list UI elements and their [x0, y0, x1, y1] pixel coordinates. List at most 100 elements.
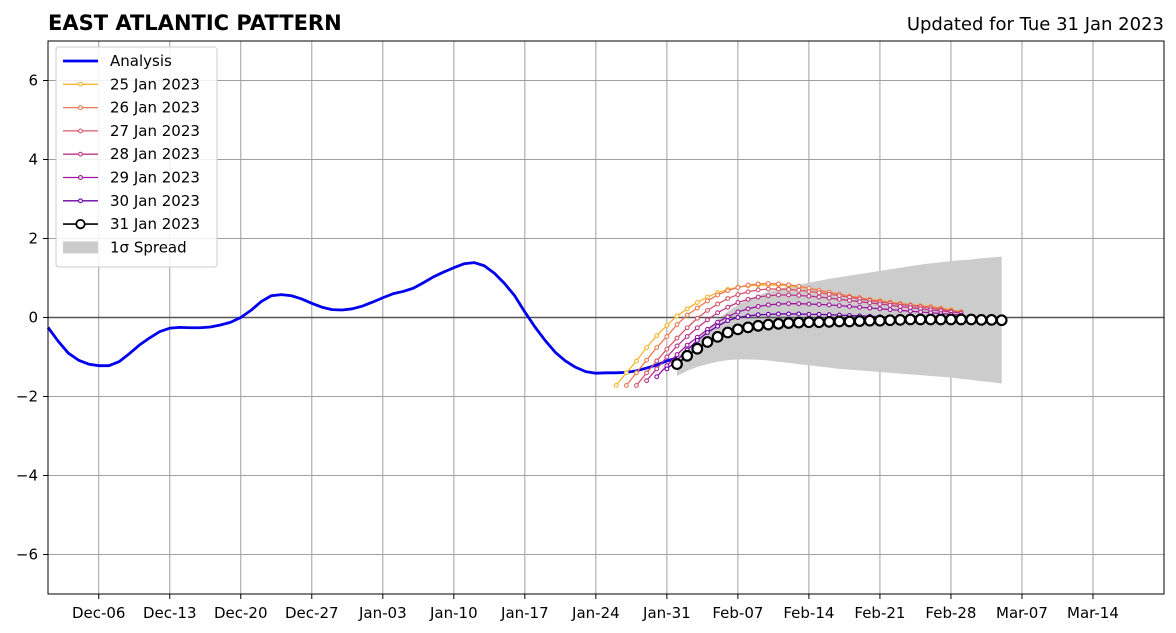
x-tick-label: Jan-24 [571, 604, 620, 622]
forecast-point [684, 325, 690, 331]
forecast-point [897, 303, 903, 309]
forecast-point [725, 304, 731, 310]
forecast-point [857, 304, 863, 310]
forecast-point [644, 370, 650, 376]
y-tick-label: 2 [28, 230, 38, 248]
legend-box [55, 46, 218, 268]
x-tick-label: Mar-14 [1067, 604, 1119, 622]
legend-label: 29 Jan 2023 [110, 169, 200, 187]
forecast-point [934, 313, 947, 326]
chart-title: EAST ATLANTIC PATTERN [48, 11, 342, 35]
y-tick-label: 6 [28, 72, 38, 90]
forecast-point [826, 295, 832, 301]
forecast-point [745, 296, 751, 302]
forecast-point [918, 309, 923, 315]
forecast-point [674, 352, 680, 358]
forecast-point [715, 292, 721, 298]
forecast-point [623, 370, 629, 376]
forecast-point [833, 315, 846, 328]
forecast-point [975, 313, 988, 326]
forecast-point [786, 282, 792, 288]
forecast-point [701, 336, 714, 348]
legend: Analysis 25 Jan 2023 26 Jan 2023 27 Jan 202… [55, 46, 218, 268]
forecast-point [894, 313, 907, 326]
forecast-point [681, 349, 694, 362]
y-tick-label: −4 [16, 467, 38, 485]
forecast-point [776, 292, 781, 298]
legend-entry: 26 Jan 2023 [63, 99, 200, 117]
legend-label: 31 Jan 2023 [110, 215, 200, 233]
forecast-point [664, 346, 670, 352]
forecast-point [674, 343, 680, 349]
x-tick-label: Dec-27 [285, 604, 339, 622]
forecast-point [796, 283, 802, 289]
x-tick-label: Dec-06 [72, 604, 126, 622]
forecast-point [704, 307, 710, 313]
x-tick-label: Mar-07 [996, 604, 1048, 622]
forecast-point [755, 287, 761, 293]
legend-label: 25 Jan 2023 [110, 75, 200, 93]
legend-entry: 1σ Spread [63, 238, 187, 256]
forecast-point [867, 300, 873, 306]
forecast-point [664, 322, 670, 328]
forecast-point [694, 300, 700, 305]
forecast-point [715, 301, 721, 307]
forecast-point [691, 342, 704, 355]
x-tick-label: Jan-31 [642, 604, 691, 622]
forecast-point [897, 307, 903, 313]
forecast-point [776, 311, 781, 317]
forecast-point [887, 302, 893, 308]
legend-label: 28 Jan 2023 [110, 145, 200, 163]
forecast-point [806, 288, 812, 294]
legend-label: 30 Jan 2023 [110, 192, 200, 210]
forecast-point [914, 313, 927, 326]
forecast-point [877, 306, 883, 312]
forecast-point [985, 313, 998, 326]
forecast-point [633, 370, 639, 376]
legend-label: Analysis [110, 52, 172, 70]
x-tick-label: Jan-10 [429, 604, 478, 622]
forecast-point [654, 374, 660, 380]
forecast-point [725, 318, 731, 324]
legend-label: 26 Jan 2023 [110, 99, 200, 117]
forecast-point [684, 312, 690, 318]
forecast-point [715, 319, 721, 325]
forecast-point [684, 334, 690, 339]
forecast-point [924, 313, 937, 326]
legend-marker [78, 175, 83, 180]
legend-label: 27 Jan 2023 [110, 122, 200, 140]
forecast-point [633, 358, 639, 364]
forecast-line [625, 282, 962, 386]
legend-entry: Analysis [63, 52, 172, 70]
legend-marker [75, 219, 86, 230]
legend-marker [78, 105, 83, 111]
forecast-point [796, 301, 802, 307]
forecast-point [674, 335, 680, 341]
forecast-point [725, 288, 731, 294]
forecast-series-6 [671, 313, 1008, 371]
forecast-point [684, 306, 690, 312]
forecast-point [965, 313, 978, 326]
forecast-point [806, 311, 812, 317]
forecast-point [735, 309, 741, 315]
legend-label: 1σ Spread [110, 238, 187, 256]
forecast-point [867, 305, 873, 311]
forecast-point [826, 291, 832, 297]
forecast-point [664, 334, 670, 339]
forecast-point [813, 316, 825, 329]
forecast-point [776, 281, 781, 287]
forecast-point [874, 314, 886, 327]
analysis-line [46, 261, 678, 375]
forecast-point [735, 315, 741, 320]
x-tick-label: Feb-07 [712, 604, 763, 622]
forecast-point [887, 307, 893, 313]
forecast-point [644, 378, 650, 384]
legend-marker [78, 198, 83, 204]
legend-marker [78, 81, 83, 87]
forecast-point [654, 358, 660, 364]
forecast-point [745, 282, 751, 288]
forecast-point [765, 302, 771, 308]
x-tick-label: Feb-28 [925, 604, 976, 622]
forecast-point [745, 306, 751, 312]
y-tick-label: 4 [28, 151, 38, 169]
